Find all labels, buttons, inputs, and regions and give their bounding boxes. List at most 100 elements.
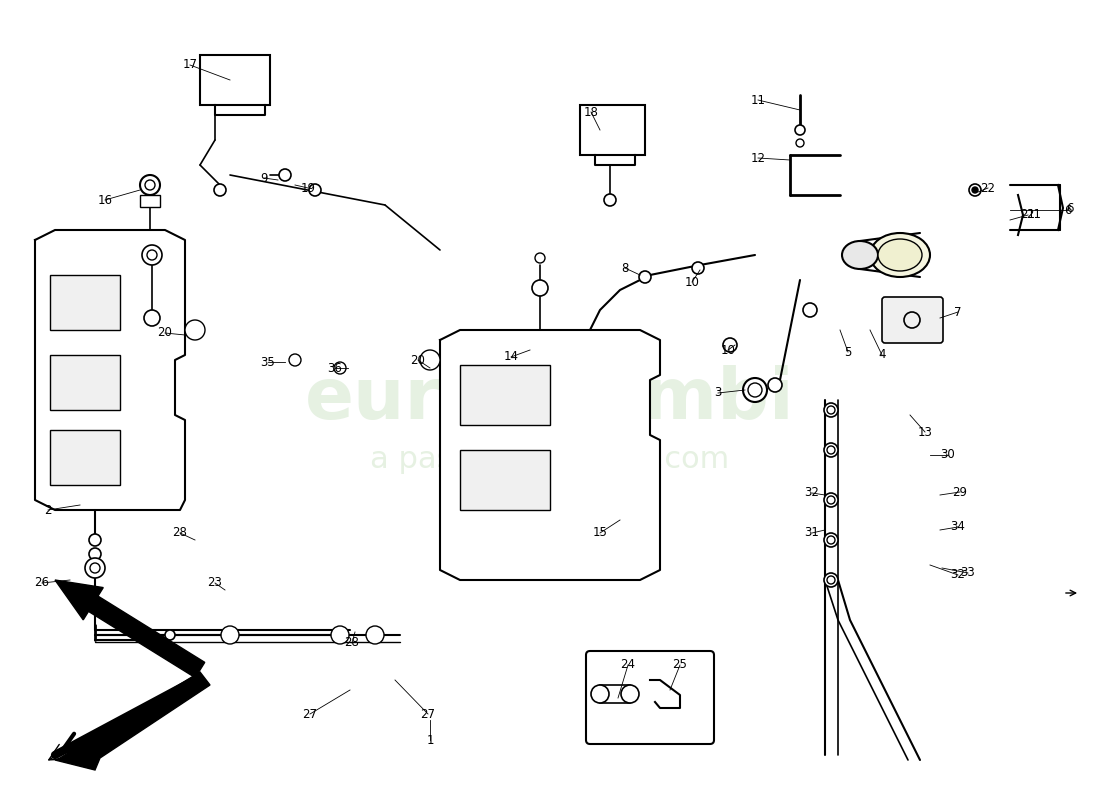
Circle shape bbox=[424, 354, 436, 366]
Circle shape bbox=[331, 626, 349, 644]
Circle shape bbox=[827, 406, 835, 414]
Bar bbox=[460, 365, 550, 425]
Circle shape bbox=[723, 338, 737, 352]
Text: 13: 13 bbox=[917, 426, 933, 438]
Circle shape bbox=[639, 271, 651, 283]
Circle shape bbox=[142, 245, 162, 265]
Ellipse shape bbox=[878, 239, 922, 271]
Circle shape bbox=[692, 262, 704, 274]
Circle shape bbox=[604, 194, 616, 206]
Text: 30: 30 bbox=[940, 449, 956, 462]
Circle shape bbox=[145, 180, 155, 190]
Circle shape bbox=[591, 685, 609, 703]
Circle shape bbox=[370, 630, 379, 640]
FancyBboxPatch shape bbox=[586, 651, 714, 744]
Text: 32: 32 bbox=[804, 486, 820, 499]
Circle shape bbox=[85, 558, 104, 578]
Polygon shape bbox=[440, 330, 660, 580]
Ellipse shape bbox=[842, 241, 878, 269]
Text: 20: 20 bbox=[410, 354, 426, 366]
Text: 15: 15 bbox=[593, 526, 607, 539]
Circle shape bbox=[532, 280, 548, 296]
Circle shape bbox=[214, 184, 225, 196]
Text: 20: 20 bbox=[157, 326, 173, 339]
Text: 31: 31 bbox=[804, 526, 820, 539]
Text: 17: 17 bbox=[183, 58, 198, 71]
Circle shape bbox=[309, 184, 321, 196]
Bar bbox=[460, 450, 550, 510]
Text: 32: 32 bbox=[950, 569, 966, 582]
Circle shape bbox=[420, 350, 440, 370]
Circle shape bbox=[221, 626, 239, 644]
Circle shape bbox=[824, 493, 838, 507]
Circle shape bbox=[89, 548, 101, 560]
Text: 10: 10 bbox=[720, 343, 736, 357]
Circle shape bbox=[279, 169, 292, 181]
Circle shape bbox=[144, 310, 159, 326]
Text: 25: 25 bbox=[672, 658, 688, 671]
Circle shape bbox=[803, 303, 817, 317]
Bar bbox=[200, 55, 270, 105]
FancyBboxPatch shape bbox=[882, 297, 943, 343]
Text: 18: 18 bbox=[584, 106, 598, 118]
Text: 36: 36 bbox=[328, 362, 342, 374]
Bar bbox=[600, 685, 630, 703]
Text: 19: 19 bbox=[300, 182, 316, 194]
Circle shape bbox=[827, 496, 835, 504]
Text: 24: 24 bbox=[620, 658, 636, 671]
Circle shape bbox=[827, 536, 835, 544]
Circle shape bbox=[89, 534, 101, 546]
Text: 8: 8 bbox=[621, 262, 629, 274]
Text: 22: 22 bbox=[980, 182, 996, 194]
Circle shape bbox=[824, 533, 838, 547]
Bar bbox=[50, 430, 120, 485]
Text: 3: 3 bbox=[714, 386, 722, 399]
Text: 23: 23 bbox=[208, 577, 222, 590]
Circle shape bbox=[140, 175, 159, 195]
Circle shape bbox=[366, 626, 384, 644]
Polygon shape bbox=[55, 672, 210, 770]
Circle shape bbox=[90, 563, 100, 573]
FancyArrow shape bbox=[55, 580, 205, 678]
Text: 28: 28 bbox=[173, 526, 187, 539]
Circle shape bbox=[147, 250, 157, 260]
Circle shape bbox=[336, 630, 345, 640]
Circle shape bbox=[827, 576, 835, 584]
Circle shape bbox=[621, 685, 639, 703]
Bar bbox=[140, 195, 159, 207]
Circle shape bbox=[334, 362, 346, 374]
Text: euroricambi: euroricambi bbox=[305, 366, 795, 434]
Text: 28: 28 bbox=[344, 637, 360, 650]
Text: 6: 6 bbox=[1066, 202, 1074, 214]
Circle shape bbox=[226, 630, 235, 640]
Circle shape bbox=[748, 383, 762, 397]
Text: 9: 9 bbox=[261, 171, 267, 185]
Text: 7: 7 bbox=[955, 306, 961, 318]
Circle shape bbox=[165, 630, 175, 640]
Text: 5: 5 bbox=[845, 346, 851, 358]
Text: 16: 16 bbox=[98, 194, 112, 206]
Circle shape bbox=[795, 125, 805, 135]
Bar bbox=[50, 355, 120, 410]
Circle shape bbox=[742, 378, 767, 402]
Text: 29: 29 bbox=[953, 486, 968, 498]
Text: 27: 27 bbox=[302, 707, 318, 721]
Text: 34: 34 bbox=[950, 521, 966, 534]
Text: 12: 12 bbox=[750, 151, 766, 165]
Circle shape bbox=[189, 324, 201, 336]
Polygon shape bbox=[35, 230, 185, 510]
Text: 14: 14 bbox=[504, 350, 518, 363]
Circle shape bbox=[185, 320, 205, 340]
Text: 1: 1 bbox=[427, 734, 433, 746]
Text: 2: 2 bbox=[44, 503, 52, 517]
Circle shape bbox=[824, 573, 838, 587]
Text: 21: 21 bbox=[1021, 209, 1035, 222]
Text: a passion for parts.com: a passion for parts.com bbox=[371, 446, 729, 474]
Circle shape bbox=[824, 443, 838, 457]
Circle shape bbox=[796, 139, 804, 147]
Circle shape bbox=[972, 187, 978, 193]
Text: 27: 27 bbox=[420, 707, 436, 721]
Bar bbox=[50, 275, 120, 330]
Text: 33: 33 bbox=[960, 566, 976, 579]
Circle shape bbox=[969, 184, 981, 196]
